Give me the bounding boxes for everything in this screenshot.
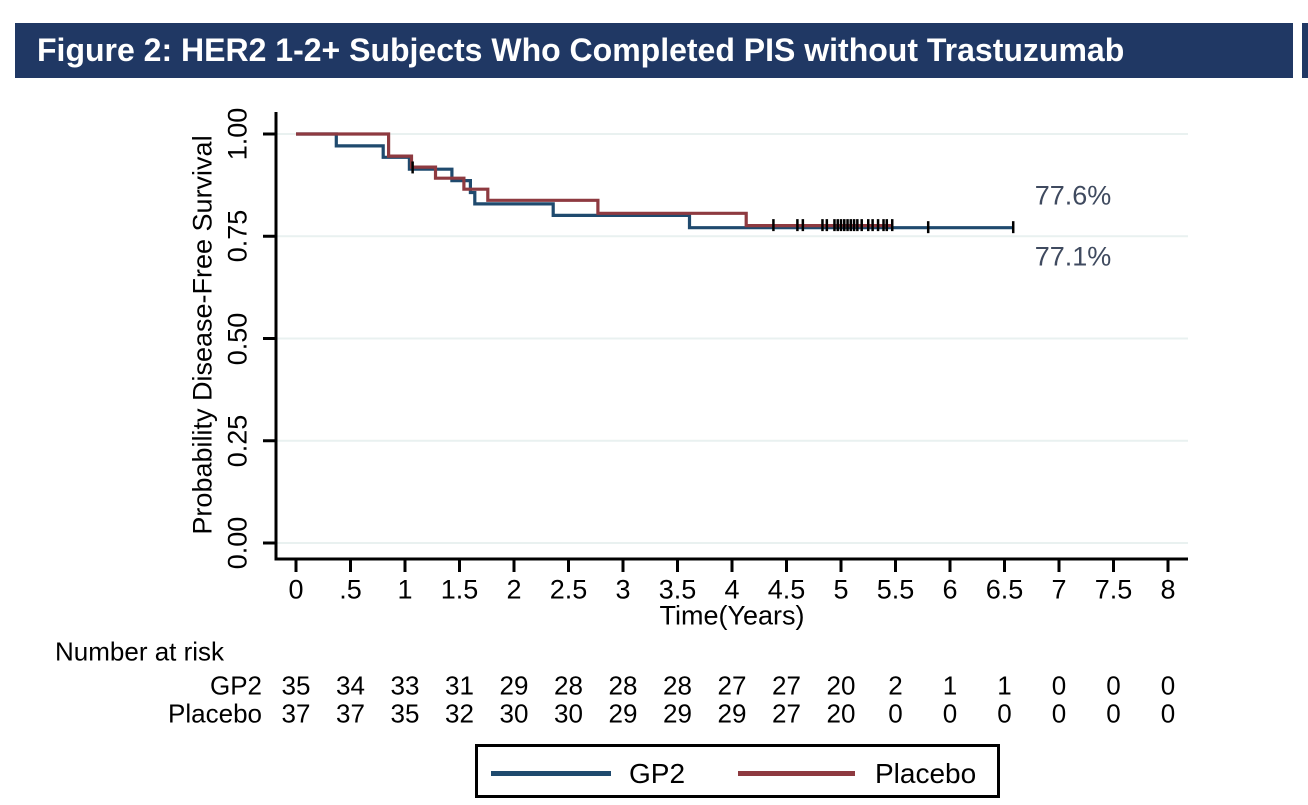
- figure-title: Figure 2: HER2 1-2+ Subjects Who Complet…: [37, 32, 1125, 68]
- risk-value: 0: [942, 698, 958, 729]
- risk-value: 27: [772, 698, 801, 729]
- x-tick-label: 4: [724, 574, 740, 605]
- risk-value: 20: [826, 698, 856, 729]
- risk-value: 0: [888, 698, 903, 729]
- x-tick-label: 7: [1051, 574, 1067, 605]
- x-tick-label: 1.5: [440, 574, 479, 605]
- risk-value: 29: [717, 698, 747, 729]
- placebo-final-percent-label: 77.6%: [1034, 180, 1112, 211]
- legend-label-gp2: GP2: [629, 758, 686, 789]
- risk-value: 27: [717, 670, 747, 701]
- x-tick-label: 5.5: [876, 574, 915, 605]
- gp2-final-percent-label: 77.1%: [1034, 241, 1112, 272]
- y-tick-label: 0.00: [222, 516, 253, 570]
- risk-value: 33: [390, 670, 420, 701]
- risk-value: 29: [608, 698, 638, 729]
- number-at-risk-header: Number at risk: [55, 636, 225, 667]
- y-tick-label: 0.75: [222, 209, 253, 263]
- risk-value: 0: [1160, 670, 1176, 701]
- risk-value: 1: [997, 670, 1012, 701]
- risk-row-label-placebo: Placebo: [168, 698, 262, 729]
- legend-label-placebo: Placebo: [875, 758, 977, 789]
- legend-line-placebo: [738, 771, 855, 776]
- risk-value: 0: [1051, 698, 1067, 729]
- km-curve-placebo: [296, 132, 894, 228]
- risk-value: 32: [445, 698, 474, 729]
- x-tick-label: 6.5: [985, 574, 1024, 605]
- x-tick-label: .5: [339, 574, 362, 605]
- x-tick-label: 4.5: [767, 574, 806, 605]
- risk-value: 30: [554, 698, 583, 729]
- x-tick-label: 2.5: [549, 574, 588, 605]
- legend-box: GP2 Placebo: [475, 744, 1000, 798]
- risk-value: 37: [336, 698, 365, 729]
- figure-title-bar: Figure 2: HER2 1-2+ Subjects Who Complet…: [15, 23, 1293, 78]
- risk-value: 28: [663, 670, 692, 701]
- risk-value: 28: [608, 670, 638, 701]
- risk-value: 20: [826, 670, 856, 701]
- risk-value: 2: [888, 670, 903, 701]
- km-curve-gp2: [296, 132, 1014, 230]
- risk-value: 27: [772, 670, 801, 701]
- risk-value: 0: [1160, 698, 1176, 729]
- risk-value: 0: [1051, 670, 1067, 701]
- x-tick-label: 1: [397, 574, 413, 605]
- risk-value: 35: [281, 670, 311, 701]
- y-tick-label: 0.25: [222, 414, 253, 468]
- y-tick-label: 1.00: [222, 107, 253, 161]
- risk-value: 28: [554, 670, 583, 701]
- y-axis-title: Probability Disease-Free Survival: [187, 135, 218, 535]
- risk-value: 0: [1106, 670, 1121, 701]
- x-tick-label: 2: [506, 574, 522, 605]
- risk-value: 35: [390, 698, 420, 729]
- risk-value: 29: [663, 698, 692, 729]
- x-tick-label: 6: [942, 574, 958, 605]
- risk-value: 0: [1106, 698, 1121, 729]
- x-tick-label: 8: [1160, 574, 1176, 605]
- x-tick-label: 0: [288, 574, 304, 605]
- risk-value: 29: [499, 670, 529, 701]
- y-tick-label: 0.50: [222, 312, 253, 365]
- title-bar-edge-fragment: [1302, 23, 1308, 78]
- legend-line-gp2: [491, 771, 611, 776]
- risk-value: 31: [445, 670, 474, 701]
- risk-value: 30: [499, 698, 529, 729]
- risk-value: 1: [942, 670, 958, 701]
- risk-value: 34: [336, 670, 365, 701]
- risk-value: 37: [281, 698, 311, 729]
- x-tick-label: 3.5: [658, 574, 697, 605]
- x-tick-label: 7.5: [1094, 574, 1133, 605]
- x-tick-label: 5: [833, 574, 849, 605]
- risk-value: 0: [997, 698, 1012, 729]
- risk-row-label-gp2: GP2: [209, 670, 262, 701]
- x-axis-title: Time(Years): [659, 600, 805, 631]
- x-tick-label: 3: [615, 574, 631, 605]
